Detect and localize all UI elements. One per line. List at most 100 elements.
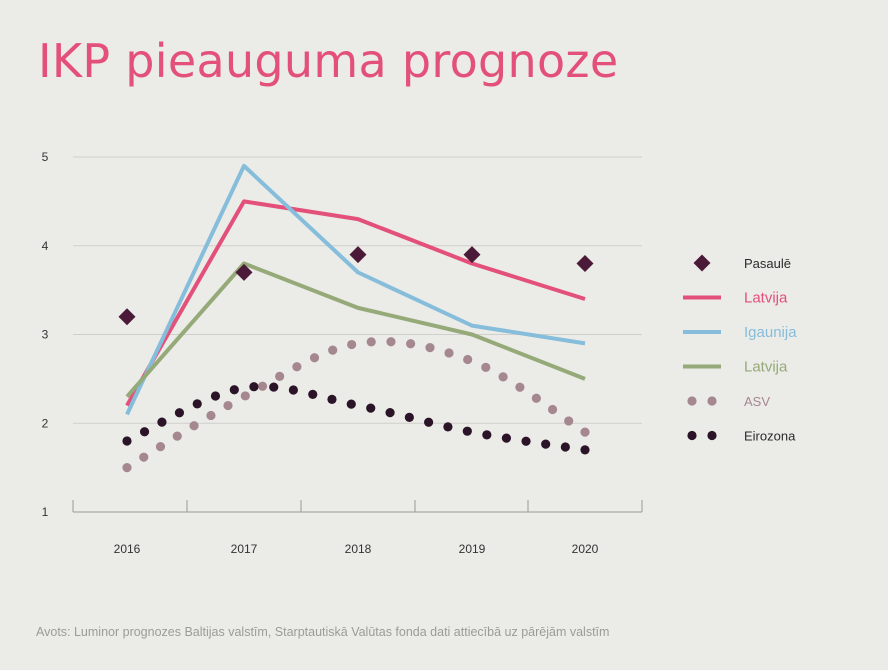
series-dot <box>288 385 298 395</box>
series-dot <box>406 339 416 349</box>
series-dot <box>564 416 574 426</box>
legend-label: Igaunija <box>744 324 797 341</box>
series-dot <box>249 382 259 392</box>
legend-dot-icon <box>707 396 717 406</box>
source-note: Avots: Luminor prognozes Baltijas valstī… <box>36 625 610 639</box>
chart-title: IKP pieauguma prognoze <box>38 34 619 88</box>
series-dot <box>139 427 150 437</box>
series-dot <box>547 404 558 415</box>
series-dot <box>192 399 202 409</box>
series-dot <box>580 427 590 437</box>
series-dot <box>347 339 357 350</box>
diamond-point <box>349 246 367 264</box>
legend-label: Eirozona <box>744 429 796 444</box>
series-dot <box>157 417 167 427</box>
series-dot <box>139 452 149 462</box>
series-dot <box>425 343 435 353</box>
series-dot <box>501 433 512 443</box>
series-dot <box>386 337 396 347</box>
series-dot <box>174 408 185 418</box>
legend-dot-icon <box>707 430 717 441</box>
diamond-point <box>235 263 253 281</box>
legend-item: Eirozona <box>687 429 796 444</box>
series-dot <box>122 436 132 446</box>
legend-dot-icon <box>687 430 697 441</box>
series-dot <box>385 407 395 418</box>
series-dot <box>308 389 318 400</box>
series-dot <box>560 442 570 452</box>
series-dot <box>443 422 453 432</box>
x-tick-label: 2017 <box>231 542 258 556</box>
series-dot <box>223 400 233 411</box>
series-dot <box>327 394 337 404</box>
series-dot <box>531 393 541 403</box>
series-dot <box>444 348 454 358</box>
series-dot <box>328 345 338 355</box>
series-dot <box>155 442 166 452</box>
series-dot <box>463 354 473 365</box>
diamond-point <box>463 246 481 264</box>
series-dot <box>580 445 590 455</box>
legend-label: ASV <box>744 394 770 409</box>
legend-label: Pasaulē <box>744 256 791 271</box>
series-dot <box>309 353 320 363</box>
series-dot <box>346 399 356 409</box>
series-line <box>125 163 586 416</box>
legend-item: Latvija <box>683 359 788 376</box>
legend-item: Latvija <box>683 290 788 307</box>
series-asv-4 <box>122 337 590 473</box>
series-dot <box>515 382 525 392</box>
y-tick-label: 2 <box>42 416 49 430</box>
diamond-point <box>576 255 594 272</box>
series-dot <box>172 431 182 441</box>
series-dot <box>206 410 216 421</box>
series-dot <box>257 381 268 391</box>
series-dot <box>229 385 239 395</box>
series-dot <box>541 439 551 449</box>
series-pasaulē-0 <box>118 246 594 326</box>
diamond-point <box>118 308 136 326</box>
x-tick-label: 2018 <box>345 542 372 556</box>
series-dot <box>404 412 414 422</box>
series-eirozona-5 <box>122 382 590 455</box>
series-dot <box>462 426 472 436</box>
series-latvija-3 <box>125 261 586 398</box>
series-dot <box>482 430 492 440</box>
series-dot <box>498 372 508 382</box>
x-tick-label: 2020 <box>572 542 599 556</box>
legend: Pasaulē Latvija Igaunija Latvija ASV Eirozona <box>683 254 797 444</box>
series-dot <box>424 417 434 427</box>
legend-diamond-icon <box>693 254 711 272</box>
x-tick-label: 2019 <box>459 542 486 556</box>
legend-item: Igaunija <box>683 324 797 341</box>
y-tick-label: 1 <box>42 505 49 519</box>
series-dot <box>481 362 491 372</box>
series-dot <box>210 391 221 401</box>
series-dot <box>366 403 376 413</box>
y-tick-label: 5 <box>42 150 49 164</box>
legend-dot-icon <box>687 396 697 406</box>
series-dot <box>366 337 376 347</box>
series-dot <box>122 463 132 473</box>
series-dot <box>275 371 285 382</box>
series-latvija-1 <box>125 199 586 407</box>
y-tick-label: 3 <box>42 328 49 342</box>
x-axis: 2016 2017 2018 2019 2020 <box>72 500 643 556</box>
series-dot <box>521 436 531 446</box>
series-layer <box>118 163 594 473</box>
series-igaunija-2 <box>125 163 586 416</box>
y-axis-ticks: 1 2 3 4 5 <box>42 150 49 519</box>
x-tick-label: 2016 <box>114 542 141 556</box>
series-line <box>125 261 586 398</box>
series-dot <box>240 391 250 401</box>
legend-label: Latvija <box>744 359 788 376</box>
legend-item: Pasaulē <box>693 254 791 272</box>
series-dot <box>292 362 302 372</box>
series-line <box>125 199 586 407</box>
legend-label: Latvija <box>744 290 788 307</box>
series-dot <box>189 421 199 431</box>
y-tick-label: 4 <box>42 239 49 253</box>
legend-item: ASV <box>687 394 770 409</box>
series-dot <box>269 382 279 392</box>
